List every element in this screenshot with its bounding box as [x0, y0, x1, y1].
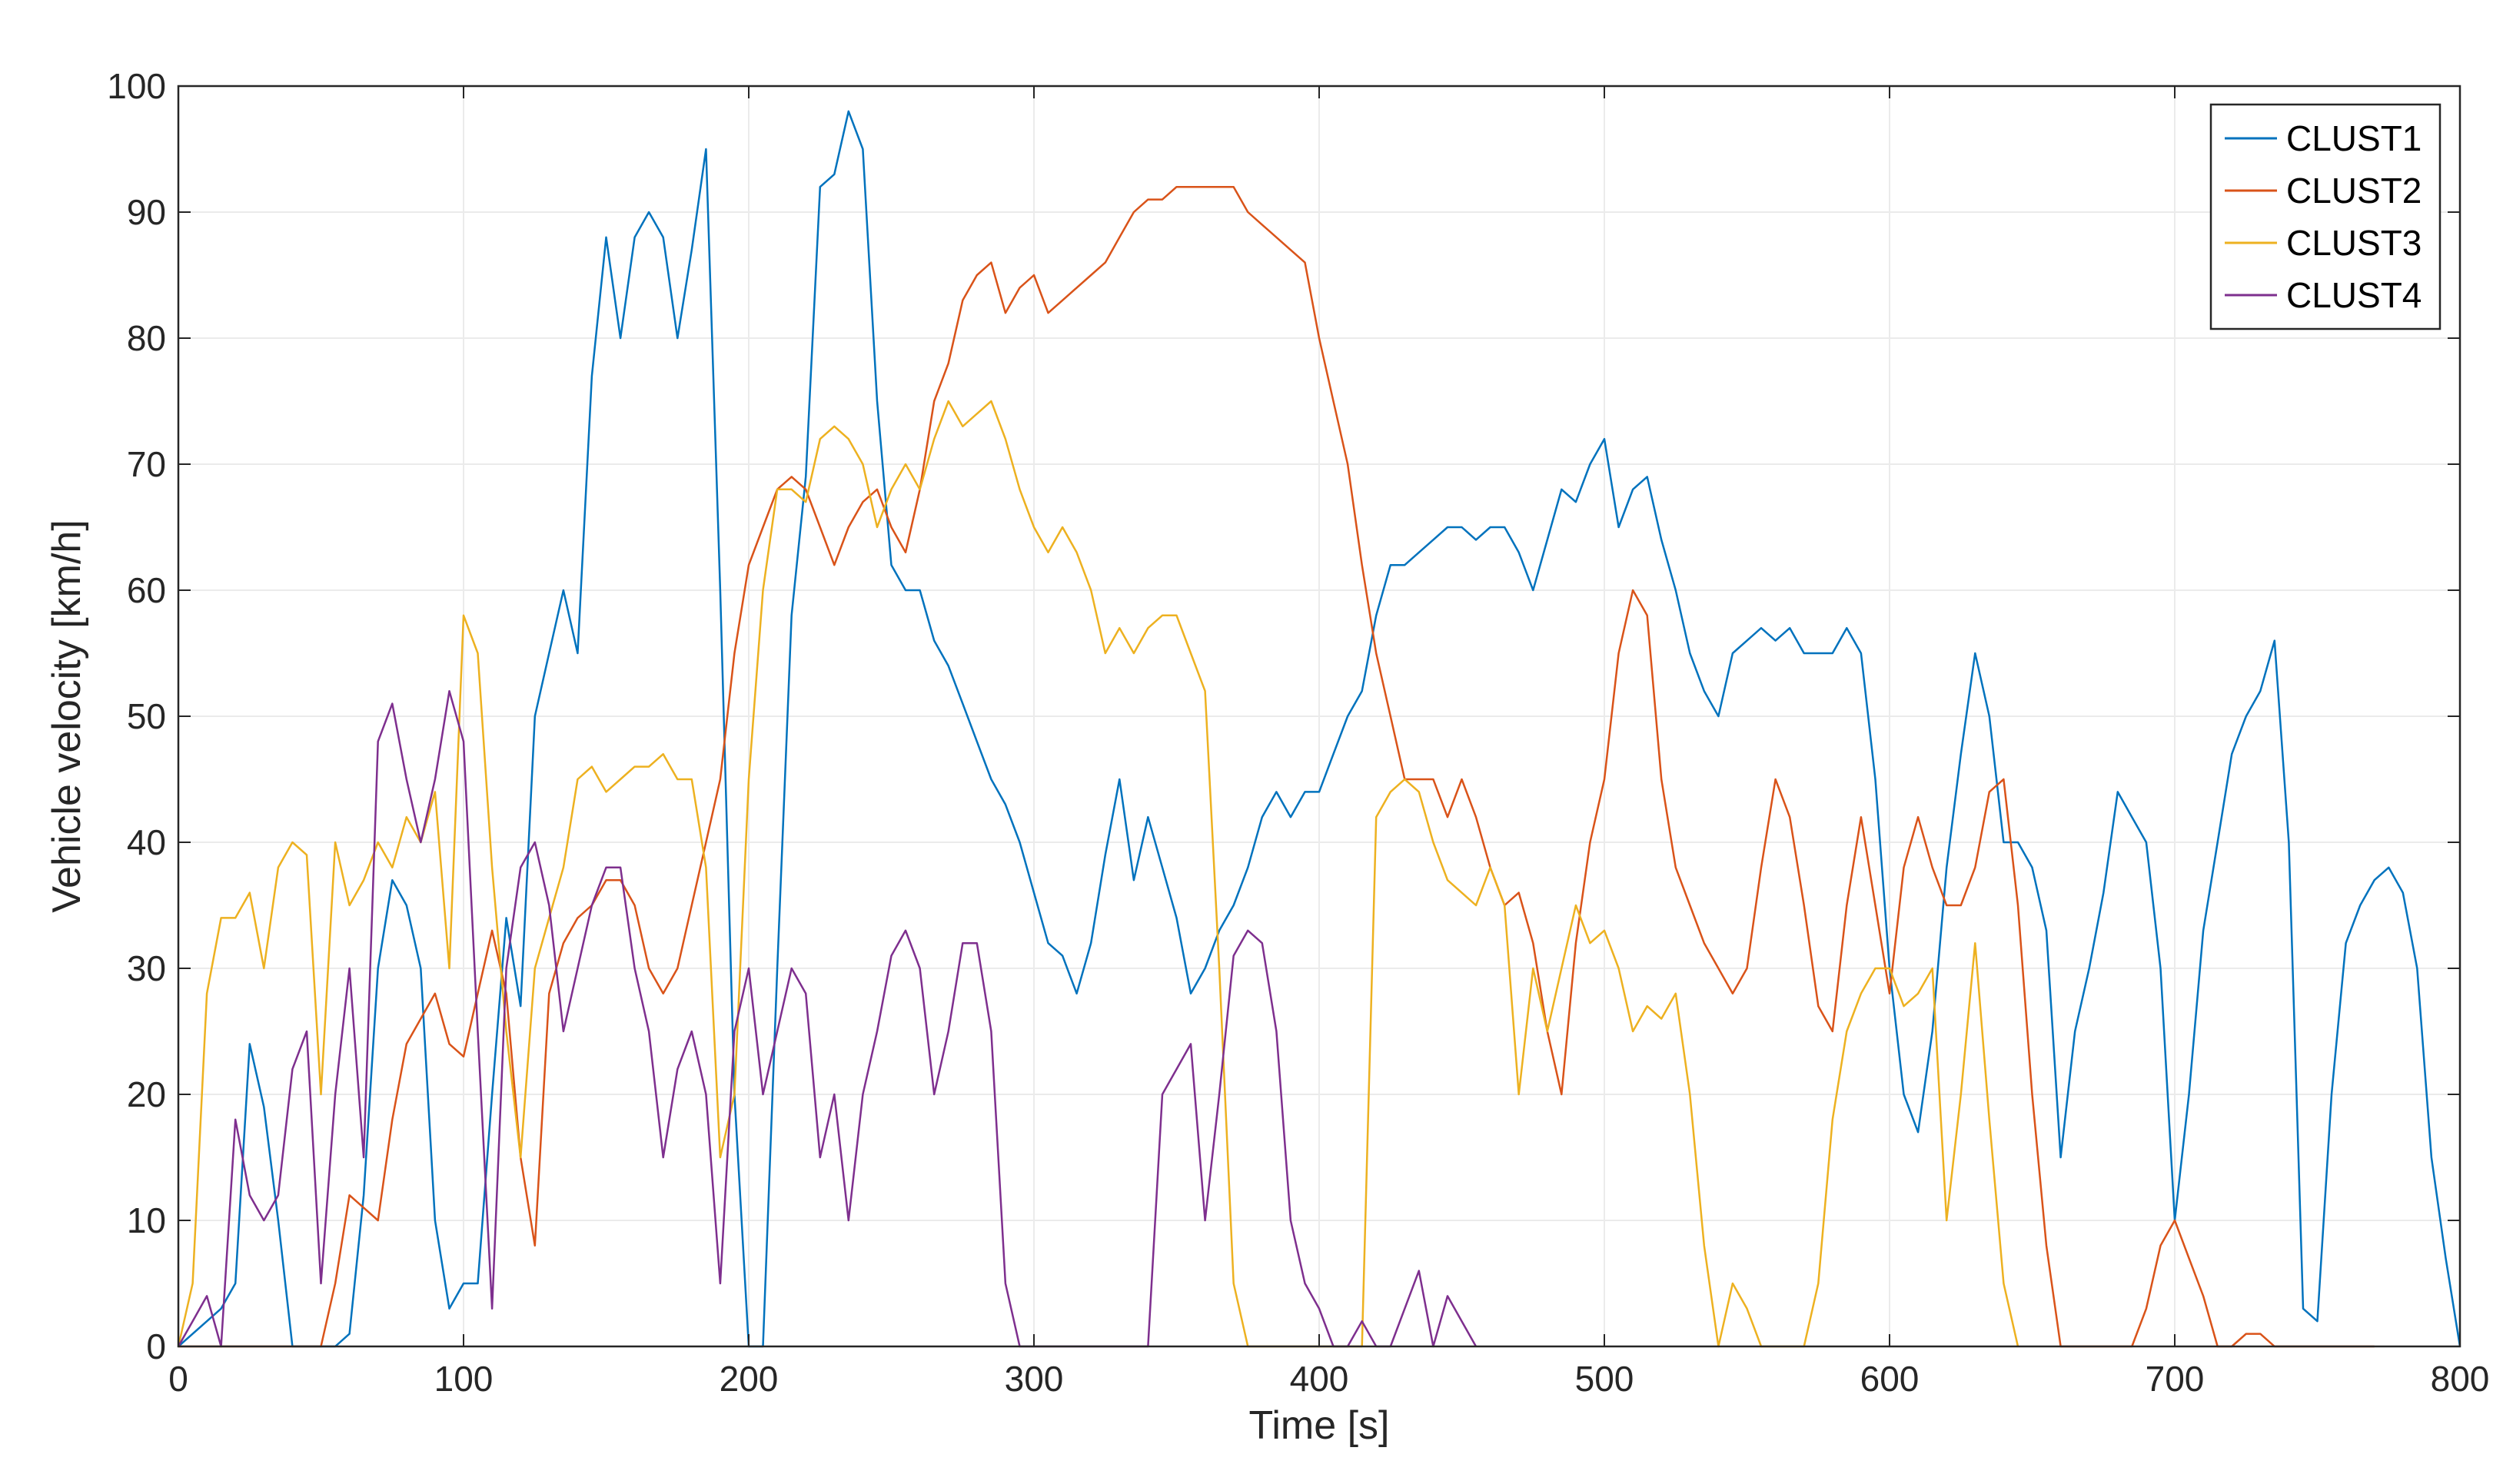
series-line-clust4 — [177, 689, 1478, 1348]
legend-label: CLUST3 — [2286, 223, 2422, 263]
x-tick-label: 0 — [168, 1359, 188, 1399]
x-tick-label: 200 — [720, 1359, 779, 1399]
legend-label: CLUST1 — [2286, 118, 2422, 158]
x-tick-label: 700 — [2146, 1359, 2205, 1399]
series-line-clust3 — [177, 400, 2019, 1348]
y-tick-label: 60 — [127, 570, 166, 610]
x-tick-label: 500 — [1575, 1359, 1634, 1399]
legend-label: CLUST2 — [2286, 171, 2422, 211]
legend: CLUST1 CLUST2 CLUST3 CLUST4 — [2209, 103, 2442, 330]
y-tick-label: 90 — [127, 192, 166, 232]
y-tick-label: 50 — [127, 696, 166, 736]
y-tick-label: 10 — [127, 1200, 166, 1240]
y-tick-label: 100 — [107, 66, 166, 106]
y-tick-label: 20 — [127, 1074, 166, 1114]
y-axis-label: Vehicle velocity [km/h] — [45, 520, 89, 913]
x-axis-label: Time [s] — [1249, 1403, 1390, 1448]
x-tick-label: 300 — [1005, 1359, 1064, 1399]
y-tick-label: 80 — [127, 318, 166, 358]
y-tick-label: 70 — [127, 444, 166, 484]
x-tick-label: 100 — [434, 1359, 494, 1399]
y-tick-label: 40 — [127, 822, 166, 862]
x-tick-label: 800 — [2431, 1359, 2490, 1399]
series-line-clust2 — [178, 185, 2375, 1348]
legend-label: CLUST4 — [2286, 275, 2422, 315]
legend-box — [2209, 103, 2442, 330]
x-tick-label: 600 — [1860, 1359, 1920, 1399]
y-tick-label: 30 — [127, 948, 166, 988]
series-line-clust1 — [178, 110, 2461, 1348]
x-tick-label: 400 — [1290, 1359, 1349, 1399]
grid-lines — [178, 86, 2460, 1346]
y-tick-label: 0 — [146, 1326, 166, 1366]
y-axis-ticks: 0 10 20 30 40 50 60 70 80 90 100 — [107, 66, 2460, 1366]
series-lines — [177, 110, 2461, 1348]
x-axis-ticks: 0 100 200 300 400 500 600 700 800 — [168, 86, 2489, 1399]
